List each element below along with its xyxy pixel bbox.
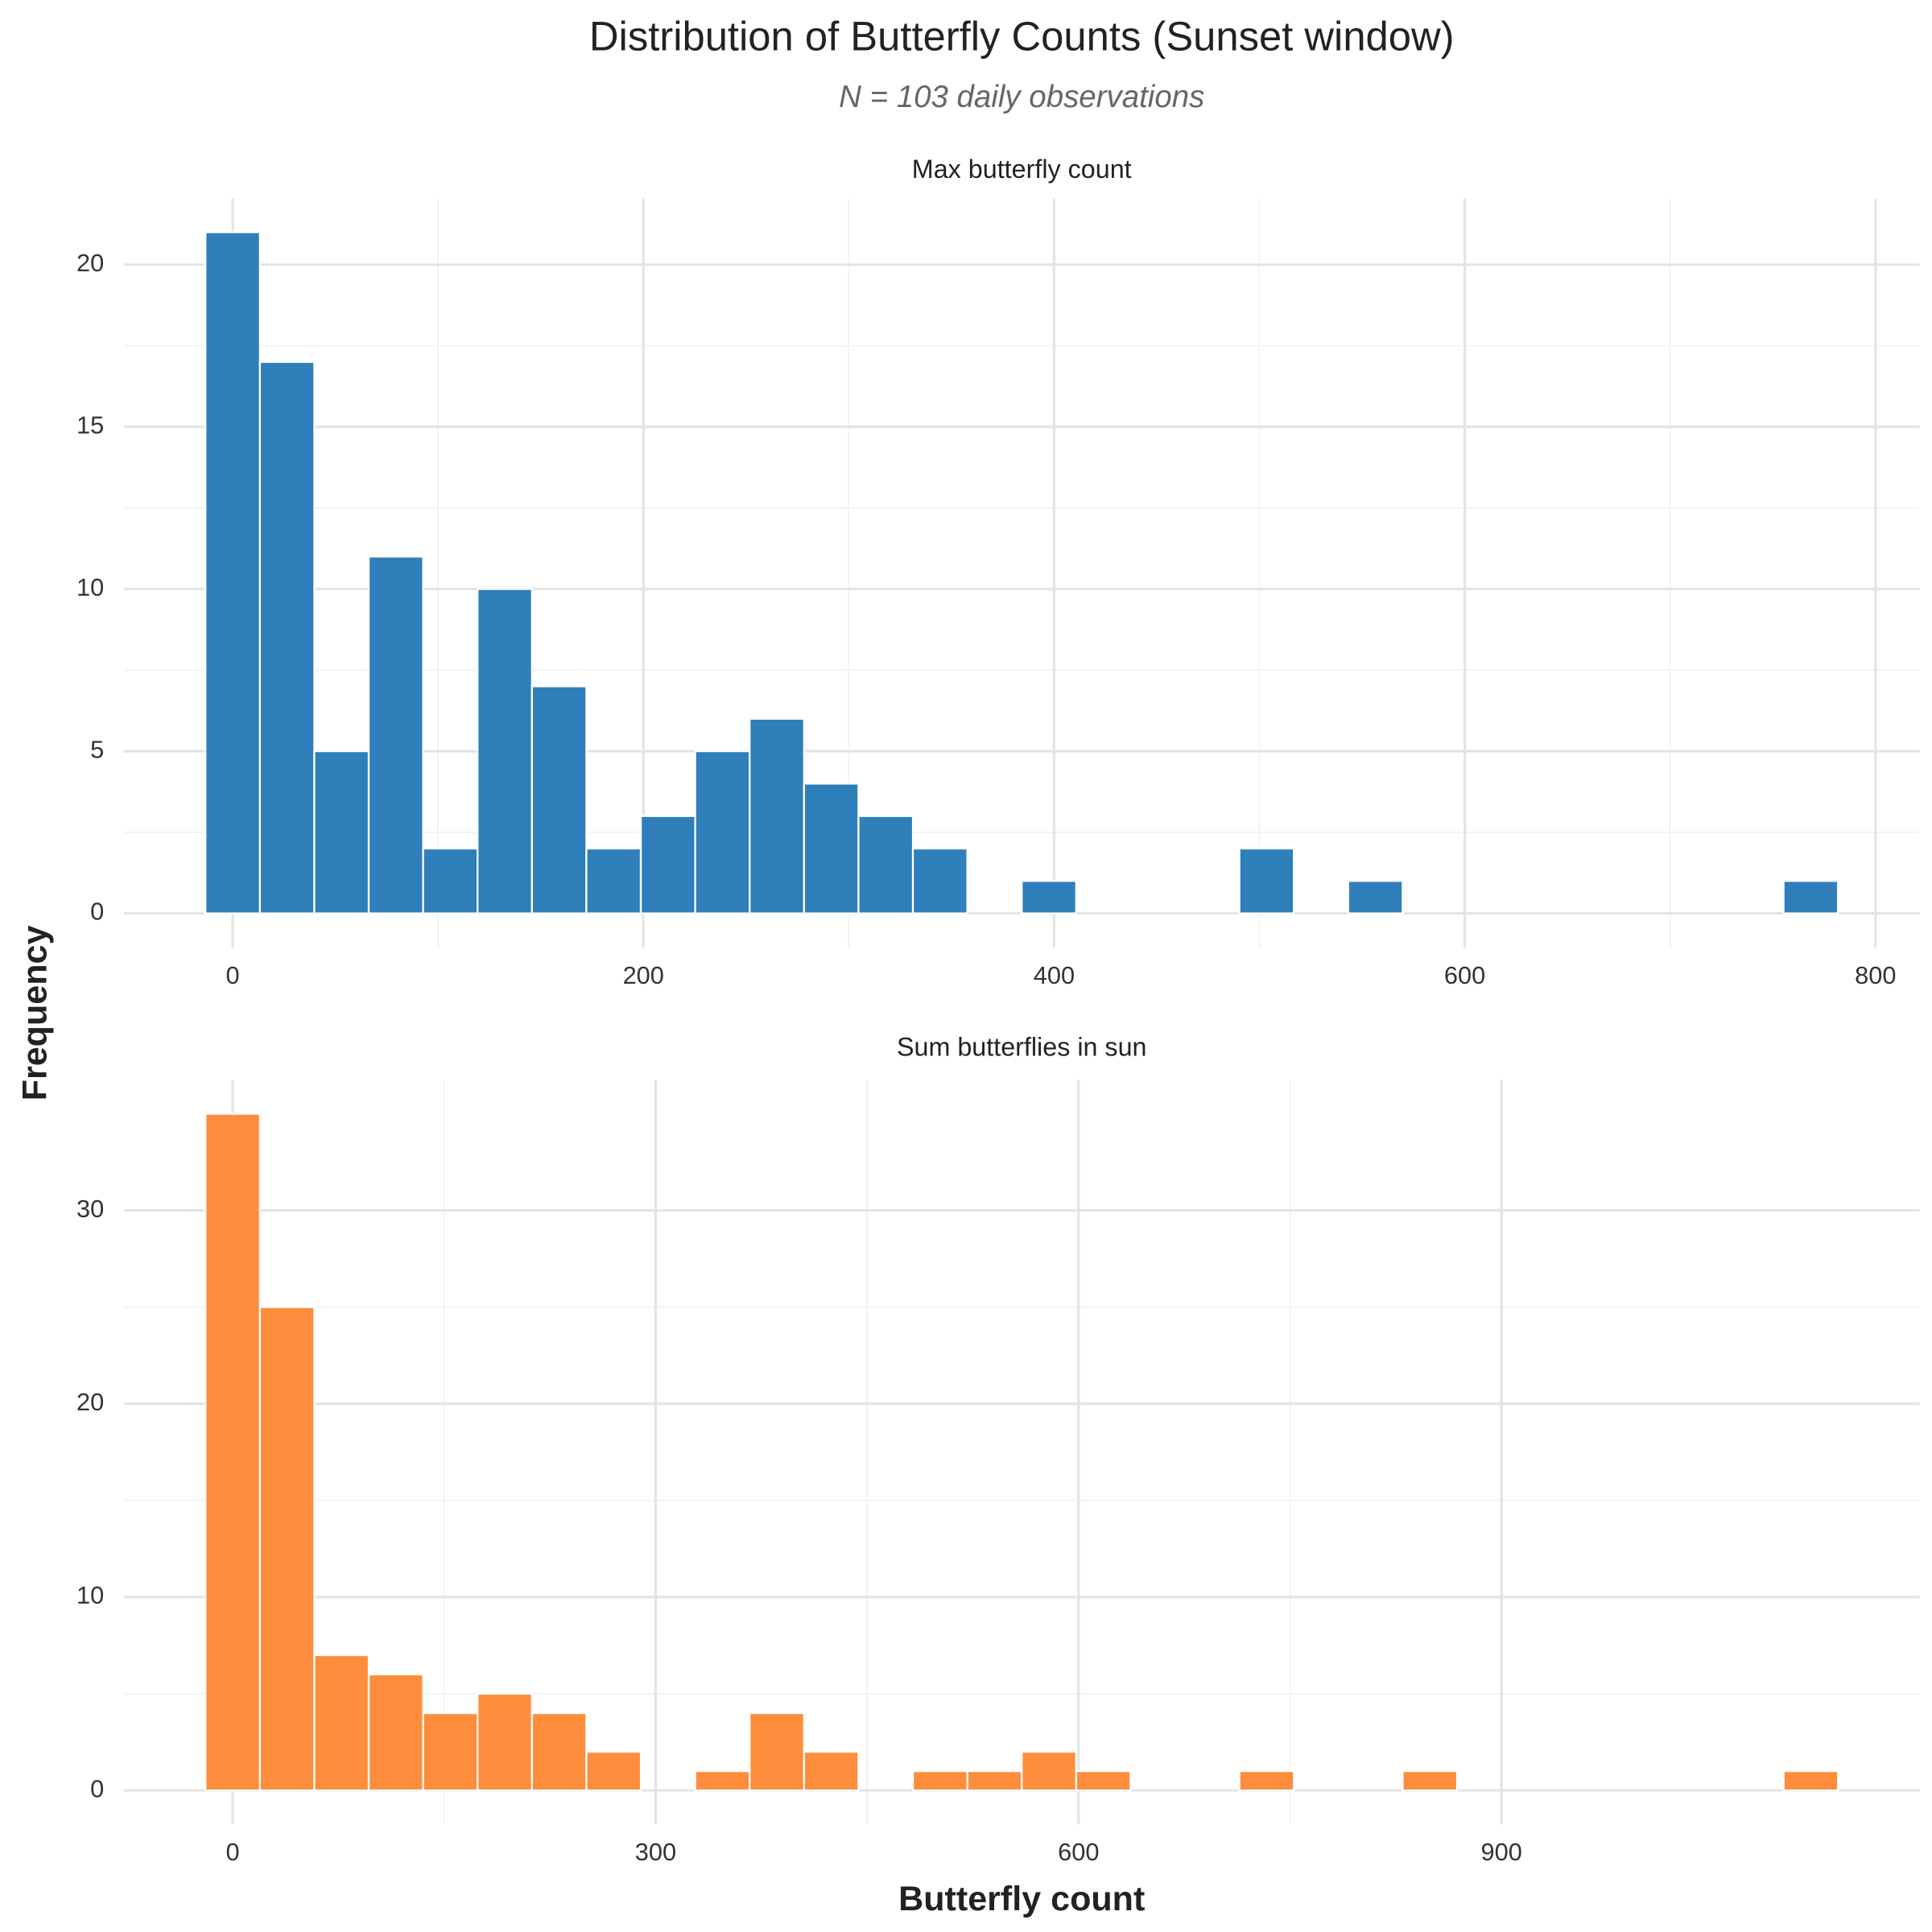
bar: [1782, 1769, 1839, 1792]
bar: [367, 555, 424, 914]
panel-title: Max butterfly count: [912, 155, 1132, 184]
bar: [1238, 847, 1295, 914]
bar: [966, 1769, 1023, 1792]
bar: [258, 1306, 316, 1792]
x-tick-label: 0: [225, 1838, 239, 1866]
bar: [911, 1769, 968, 1792]
bar: [803, 782, 860, 914]
bar: [477, 1692, 533, 1792]
bar: [749, 717, 805, 914]
bar: [1782, 880, 1839, 914]
bar: [530, 1711, 588, 1792]
bar: [258, 361, 316, 914]
bar: [694, 749, 751, 914]
bar: [1238, 1769, 1295, 1792]
panel-title: Sum butterflies in sun: [897, 1033, 1147, 1062]
y-tick-label: 0: [90, 1774, 104, 1802]
bar: [749, 1711, 805, 1792]
bar: [1402, 1769, 1459, 1792]
y-tick-label: 0: [90, 898, 104, 926]
y-axis-label: Frequency: [16, 926, 55, 1101]
x-axis-label: Butterfly count: [898, 1880, 1145, 1918]
chart-title: Distribution of Butterfly Counts (Sunset…: [589, 14, 1455, 60]
bar: [803, 1750, 860, 1792]
y-tick-label: 30: [76, 1195, 104, 1223]
y-tick-label: 5: [90, 735, 104, 763]
bar: [694, 1769, 751, 1792]
bar: [422, 847, 479, 914]
x-tick-label: 400: [1034, 961, 1075, 989]
bar: [1347, 880, 1404, 914]
bar: [911, 847, 968, 914]
bar: [313, 749, 370, 914]
y-tick-label: 10: [76, 573, 104, 601]
bar: [585, 1750, 642, 1792]
bar: [204, 231, 261, 914]
bar: [1075, 1769, 1132, 1792]
chart-subtitle: N = 103 daily observations: [839, 80, 1204, 114]
bar: [639, 815, 696, 914]
bar: [422, 1711, 479, 1792]
x-tick-label: 300: [635, 1838, 676, 1866]
x-tick-label: 0: [225, 961, 239, 989]
bar: [530, 685, 588, 914]
x-tick-label: 600: [1444, 961, 1485, 989]
x-tick-label: 800: [1855, 961, 1896, 989]
bar: [477, 588, 533, 914]
bar: [1021, 880, 1077, 914]
x-tick-label: 200: [623, 961, 664, 989]
bar: [204, 1113, 261, 1792]
y-tick-label: 10: [76, 1581, 104, 1609]
y-tick-label: 20: [76, 1388, 104, 1416]
x-tick-label: 600: [1058, 1838, 1099, 1866]
x-tick-label: 900: [1481, 1838, 1522, 1866]
bar: [313, 1653, 370, 1792]
y-tick-label: 20: [76, 249, 104, 277]
y-tick-label: 15: [76, 411, 104, 439]
bar: [585, 847, 642, 914]
bar: [367, 1673, 424, 1792]
bar: [857, 815, 914, 914]
bar: [1021, 1750, 1077, 1792]
